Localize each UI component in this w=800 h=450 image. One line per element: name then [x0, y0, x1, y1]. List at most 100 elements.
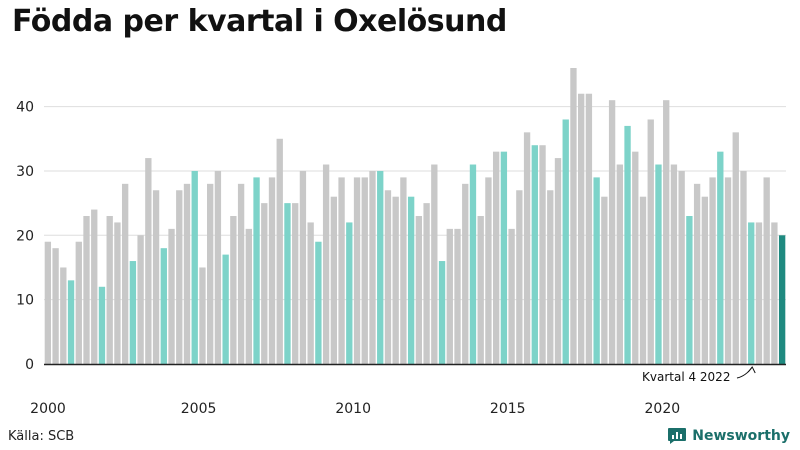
bar — [531, 145, 538, 364]
bar — [407, 196, 415, 364]
bar — [276, 138, 283, 364]
bar — [593, 177, 600, 364]
bar — [98, 286, 106, 364]
bar — [477, 216, 484, 364]
bar — [632, 151, 639, 364]
bar — [686, 216, 693, 364]
bar — [152, 190, 160, 364]
bar — [724, 177, 732, 364]
bar — [616, 164, 623, 364]
bar — [500, 151, 508, 364]
bar — [284, 203, 291, 364]
bar — [755, 222, 763, 364]
bar — [415, 216, 423, 364]
y-tick-label: 0 — [25, 357, 34, 373]
bar — [539, 145, 546, 364]
bar — [655, 164, 662, 364]
bar — [353, 177, 361, 364]
bar — [168, 228, 175, 364]
bar — [261, 203, 268, 364]
bar — [438, 261, 446, 364]
bar — [400, 177, 407, 364]
y-tick-label: 30 — [16, 164, 34, 180]
bar — [44, 241, 52, 364]
bar — [763, 177, 770, 364]
x-tick-label: 2015 — [490, 401, 526, 417]
bar — [647, 119, 654, 364]
bar — [214, 170, 222, 364]
bar — [369, 170, 376, 364]
bar — [392, 196, 399, 364]
bar — [446, 228, 453, 364]
bar — [222, 254, 229, 364]
bar — [253, 177, 260, 364]
bar — [52, 248, 59, 364]
bar — [199, 267, 206, 364]
bar — [732, 132, 739, 364]
bar — [693, 183, 701, 364]
bar — [83, 216, 90, 364]
bar — [145, 158, 152, 364]
bar — [778, 235, 786, 364]
bar — [237, 183, 245, 364]
bar — [717, 151, 724, 364]
bar — [322, 164, 330, 364]
bar — [384, 190, 392, 364]
bar — [485, 177, 492, 364]
bar — [377, 170, 384, 364]
bar — [709, 177, 716, 364]
bar — [454, 228, 461, 364]
brand-name: Newsworthy — [692, 428, 790, 444]
y-tick-label: 40 — [16, 100, 34, 116]
bar — [307, 222, 314, 364]
brand[interactable]: Newsworthy — [667, 427, 790, 445]
bar — [639, 196, 647, 364]
annotation-arrow — [736, 366, 753, 379]
bar — [207, 183, 214, 364]
bar — [121, 183, 129, 364]
bar — [191, 170, 198, 364]
bar — [330, 196, 338, 364]
y-axis-ticks: 0 10 20 30 40 — [16, 100, 34, 373]
y-tick-label: 20 — [16, 228, 34, 244]
bar — [268, 177, 276, 364]
newsworthy-logo-icon — [668, 428, 687, 444]
bar — [431, 164, 438, 364]
bar — [585, 93, 593, 364]
bar — [578, 93, 585, 364]
bar — [624, 125, 631, 364]
bar — [292, 203, 299, 364]
bar — [508, 228, 515, 364]
bar — [570, 68, 577, 364]
bar — [106, 216, 113, 364]
x-tick-label: 2020 — [645, 401, 681, 417]
y-tick-label: 10 — [16, 293, 34, 309]
bar — [176, 190, 183, 364]
bar — [670, 164, 678, 364]
gridlines — [44, 106, 786, 301]
x-tick-label: 2000 — [30, 401, 66, 417]
annotation-arrowhead — [747, 366, 756, 374]
bar — [346, 222, 353, 364]
bars — [44, 68, 786, 366]
bar — [562, 119, 569, 364]
bar — [601, 196, 608, 364]
bar — [60, 267, 67, 364]
bar — [547, 190, 554, 364]
annotation: Kvartal 4 2022 — [642, 366, 756, 384]
bar — [523, 132, 531, 364]
bar — [608, 100, 616, 364]
bar — [67, 280, 75, 364]
bar — [469, 164, 477, 364]
chart-title: Födda per kvartal i Oxelösund — [12, 4, 507, 39]
bar — [114, 222, 121, 364]
bar — [361, 177, 368, 364]
bar — [423, 203, 430, 364]
bar — [462, 183, 469, 364]
bar — [748, 222, 755, 364]
source-label: Källa: SCB — [8, 429, 75, 444]
bar — [129, 261, 137, 364]
bar — [91, 209, 98, 364]
bar — [315, 241, 322, 364]
